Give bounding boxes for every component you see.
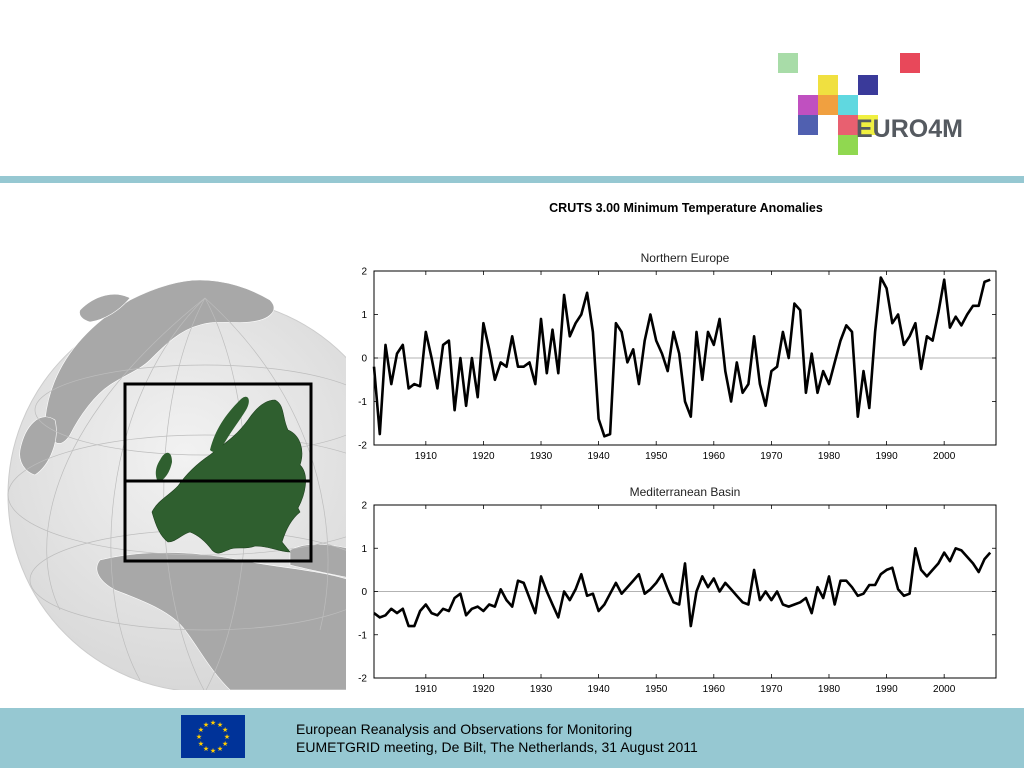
panel-title: Mediterranean Basin [630, 485, 741, 499]
eu-star: ★ [217, 721, 223, 729]
eu-star: ★ [222, 726, 228, 734]
eu-star: ★ [203, 745, 209, 753]
x-tick-label: 1970 [760, 684, 783, 695]
plot-frame [373, 504, 997, 679]
logo-square [838, 115, 858, 135]
chart-title: CRUTS 3.00 Minimum Temperature Anomalies [549, 201, 823, 215]
y-tick-label: 2 [361, 267, 367, 278]
eu-star: ★ [210, 719, 216, 727]
x-tick-label: 1930 [530, 451, 553, 462]
globe-svg [7, 279, 360, 690]
y-tick-label: 0 [361, 354, 367, 365]
logo-square [778, 53, 798, 73]
globe-land [19, 279, 360, 690]
y-tick-label: -2 [358, 674, 367, 685]
eu-star: ★ [224, 733, 230, 741]
eu-star: ★ [217, 745, 223, 753]
anomaly-series-line [372, 276, 991, 438]
x-tick-label: 1940 [587, 451, 610, 462]
y-tick-label: -1 [358, 630, 367, 641]
x-tick-label: 1920 [472, 684, 495, 695]
euro4m-logo: EURO4M [770, 45, 1010, 170]
x-tick-label: 1910 [415, 451, 438, 462]
x-tick-label: 1990 [875, 451, 898, 462]
eu-star: ★ [210, 747, 216, 755]
footer-line-2: EUMETGRID meeting, De Bilt, The Netherla… [296, 739, 698, 755]
x-tick-label: 1970 [760, 451, 783, 462]
footer: ★ ★ ★ ★ ★ ★ ★ ★ ★ ★ ★ ★ European Reanalysis and Obs… [0, 708, 1024, 768]
header-divider [0, 176, 1024, 183]
scandinavia-highlight [210, 396, 249, 453]
eu-star: ★ [222, 740, 228, 748]
x-tick-label: 1930 [530, 684, 553, 695]
logo-square [818, 75, 838, 95]
y-tick-label: 1 [361, 310, 367, 321]
logo-square [818, 95, 838, 115]
eu-star: ★ [198, 726, 204, 734]
anomaly-series-line [373, 546, 992, 628]
eu-star: ★ [196, 733, 202, 741]
x-tick-label: 2000 [933, 684, 956, 695]
x-tick-label: 1940 [587, 684, 610, 695]
eu-flag-stars: ★★★★★★★★★ ★ ★★ [196, 719, 230, 755]
eu-star: ★ [198, 740, 204, 748]
eu-flag-field [181, 715, 245, 758]
logo-square [838, 135, 858, 155]
logo-square [798, 95, 818, 115]
x-tick-label: 1920 [472, 451, 495, 462]
footer-text: European Reanalysis and Observations for… [296, 720, 698, 756]
eu-flag-icon: ★★★★★★★★★ ★ ★★ [181, 715, 245, 758]
britain-highlight [155, 452, 172, 482]
plot-frame [373, 270, 997, 446]
europe-globe-map [0, 250, 360, 690]
x-tick-label: 1950 [645, 451, 668, 462]
y-tick-label: 2 [361, 501, 367, 512]
logo-square [858, 75, 878, 95]
logo-square [798, 115, 818, 135]
logo-square [838, 95, 858, 115]
x-tick-label: 1960 [703, 684, 726, 695]
y-tick-label: 1 [361, 544, 367, 555]
x-tick-label: 1980 [818, 451, 841, 462]
chart-panel: CRUTS 3.00 Minimum Temperature Anomalies… [346, 189, 1012, 706]
x-tick-label: 1980 [818, 684, 841, 695]
y-tick-label: -2 [358, 441, 367, 452]
logo-square [858, 115, 878, 135]
mediterranean-basin-box [123, 479, 313, 563]
logo-square [900, 53, 920, 73]
x-tick-label: 1950 [645, 684, 668, 695]
x-tick-label: 1910 [415, 684, 438, 695]
footer-line-1: European Reanalysis and Observations for… [296, 721, 633, 737]
y-tick-label: 0 [361, 587, 367, 598]
panel-northern-europe: Northern Europe 2 1 0 -1 -2 1910 1920 1930 1940 19… [358, 251, 997, 462]
x-tick-label: 2000 [933, 451, 956, 462]
x-tick-label: 1990 [875, 684, 898, 695]
x-tick-label: 1960 [703, 451, 726, 462]
panel-title: Northern Europe [641, 251, 730, 265]
header: EURO4M [0, 0, 1024, 176]
y-tick-label: -1 [358, 397, 367, 408]
panel-mediterranean-basin: Mediterranean Basin 2 1 0 -1 -2 1910 1920 1930 19… [358, 485, 997, 695]
eu-star: ★ [203, 721, 209, 729]
chart-svg: CRUTS 3.00 Minimum Temperature Anomalies… [358, 201, 997, 695]
logo-text: EURO4M [856, 115, 963, 143]
